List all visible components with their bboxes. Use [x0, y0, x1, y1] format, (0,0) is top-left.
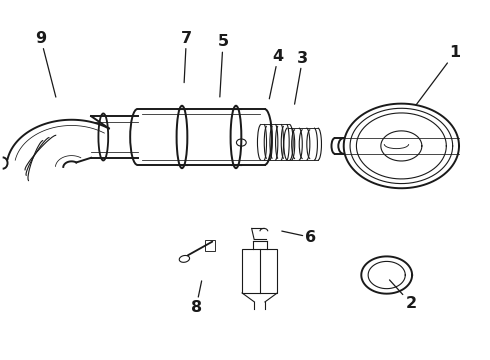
Bar — [242, 249, 277, 293]
Bar — [205, 240, 215, 251]
Text: 5: 5 — [218, 35, 228, 97]
Text: 9: 9 — [35, 31, 56, 97]
Text: 1: 1 — [416, 45, 461, 105]
Text: 8: 8 — [191, 281, 202, 315]
Text: 2: 2 — [390, 280, 416, 311]
Text: 4: 4 — [270, 49, 284, 99]
Text: 7: 7 — [181, 31, 192, 82]
Text: 6: 6 — [282, 230, 317, 245]
Text: 3: 3 — [294, 50, 308, 104]
